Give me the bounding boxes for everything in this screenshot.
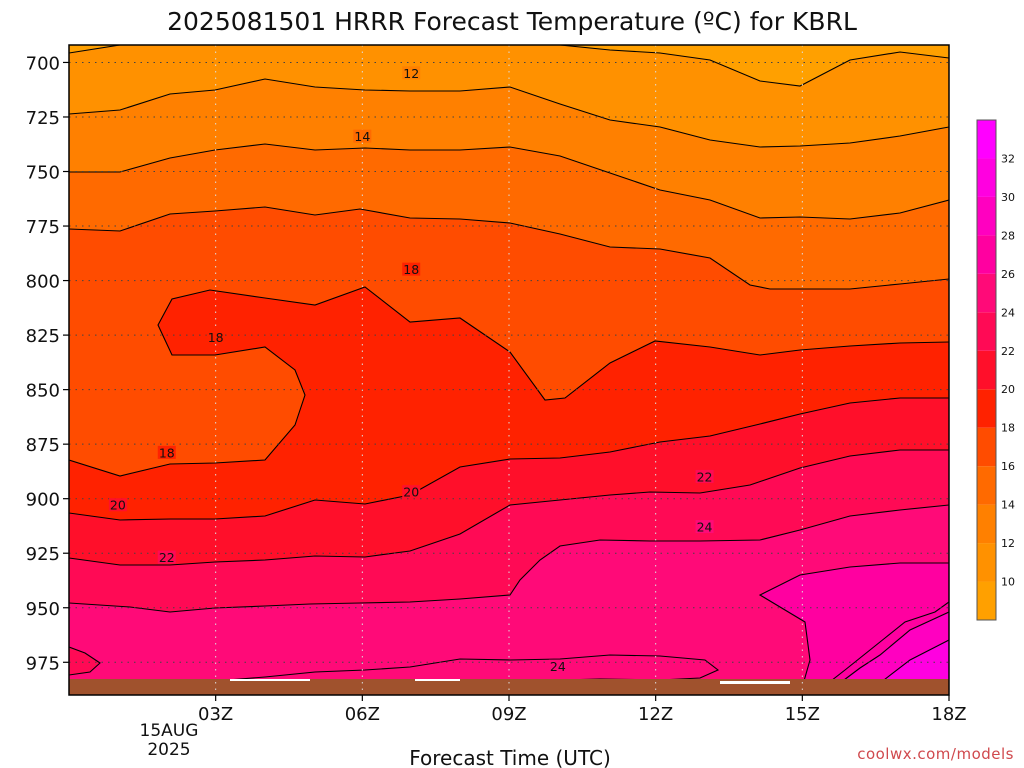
y-tick-label: 825 [26,326,60,347]
contour-label-bg [157,550,176,564]
contour-label: 14 [354,129,370,144]
y-tick-label: 925 [26,544,60,565]
y-tick-label: 900 [26,490,60,511]
contour-label-bg [157,445,176,459]
contour-label: 24 [697,520,713,535]
colorbar-tick-label: 12 [1001,537,1015,550]
plot-area: 12 14 18 18 18 20 20 22 22 24 24 [69,45,949,695]
contour-label-bg [695,469,714,483]
contour-16 [69,206,949,290]
contour-label-bg [108,498,127,512]
chart-title: 2025081501 HRRR Forecast Temperature (ºC… [167,7,857,36]
contour-label: 20 [403,485,419,500]
x-tick-label: 12Z [638,704,673,725]
contour-26-inner [758,562,949,695]
contour-label-bg [402,262,421,276]
y-tick-label: 800 [26,272,60,293]
x-tick-label: 18Z [931,704,966,725]
y-tick-label: 875 [26,435,60,456]
contour-24-lower [69,654,720,683]
colorbar-swatch [977,273,996,313]
x-date-year: 2025 [147,740,190,760]
colorbar-tick-label: 18 [1001,422,1015,435]
contour-lines [69,45,949,695]
x-axis-label: Forecast Time (UTC) [409,746,611,768]
colorbar-tick-label: 10 [1001,576,1015,589]
colorbar-swatch [977,350,996,390]
colorbar-tick-label: 16 [1001,460,1015,473]
y-tick-label: 975 [26,653,60,674]
colorbar: 10 12 14 16 18 20 22 24 26 28 30 32 [976,119,1015,621]
colorbar-tick-label: 20 [1001,383,1015,396]
x-tick-label: 06Z [345,704,380,725]
contour-label: 20 [110,498,126,513]
y-axis: 700 725 750 775 800 825 850 875 900 925 950 975 [26,53,69,674]
colorbar-tick-label: 32 [1001,152,1015,165]
contour-18 [69,286,949,477]
contour-label: 18 [208,330,224,345]
y-tick-label: 750 [26,163,60,184]
colorbar-tick-label: 28 [1001,229,1015,242]
contour-label-bg [353,129,372,143]
fill-blob-22-24 [69,647,100,675]
contour-label: 22 [697,469,713,484]
colorbar-tick-label: 24 [1001,306,1015,319]
y-tick-label: 850 [26,381,60,402]
ground-highlight [415,679,460,681]
x-axis: 03Z 06Z 09Z 12Z 15Z 18Z [198,695,967,725]
contour-30 [879,639,949,684]
colorbar-tick-label: 14 [1001,499,1015,512]
colorbar-swatch [977,543,996,582]
colorbar-swatch [977,196,996,236]
contour-label-bg [402,485,421,499]
contour-28 [839,611,949,684]
contour-labels: 12 14 18 18 18 20 20 22 22 24 24 [108,66,714,674]
ground-highlight [230,679,310,681]
colorbar-swatch [977,581,996,620]
colorbar-swatch [977,158,996,197]
y-tick-label: 775 [26,217,60,238]
colorbar-tick-label: 26 [1001,268,1015,281]
colorbar-swatch [977,389,996,428]
contour-22 [69,449,949,566]
ground-highlight [720,681,790,684]
y-tick-label: 725 [26,108,60,129]
colorbar-swatch [977,120,996,159]
colorbar-swatch [977,312,996,351]
contour-label-bg [206,330,225,344]
colorbar-tick-label: 30 [1001,191,1015,204]
contour-label-bg [402,66,421,80]
fill-band-8-10 [69,45,949,86]
colorbar-frame [976,119,997,621]
y-tick-label: 700 [26,53,60,74]
contour-label: 18 [159,445,175,460]
contour-12 [69,78,949,148]
colorbar-swatch [977,235,996,274]
x-tick-label: 03Z [198,704,233,725]
contour-10 [69,45,949,87]
credit-text: coolwx.com/models [857,745,1014,763]
fill-band-10-12 [69,45,949,147]
colorbar-swatch [977,427,996,467]
contour-label: 22 [159,550,175,565]
gridlines [69,45,949,695]
contour-label: 24 [550,659,566,674]
y-tick-label: 950 [26,599,60,620]
colorbar-swatch [977,504,996,544]
contour-label-bg [548,659,567,673]
contour-22-blob [69,646,101,676]
x-tick-label: 15Z [785,704,820,725]
contour-14 [69,143,949,220]
contour-label: 12 [403,66,419,81]
contour-20 [69,397,949,521]
contour-label: 18 [403,262,419,277]
ground-terrain [69,679,949,695]
colorbar-swatch [977,466,996,505]
x-tick-label: 09Z [491,704,526,725]
contour-label-bg [695,520,714,534]
x-date-day: 15AUG [140,721,199,741]
colorbar-tick-label: 22 [1001,345,1015,358]
